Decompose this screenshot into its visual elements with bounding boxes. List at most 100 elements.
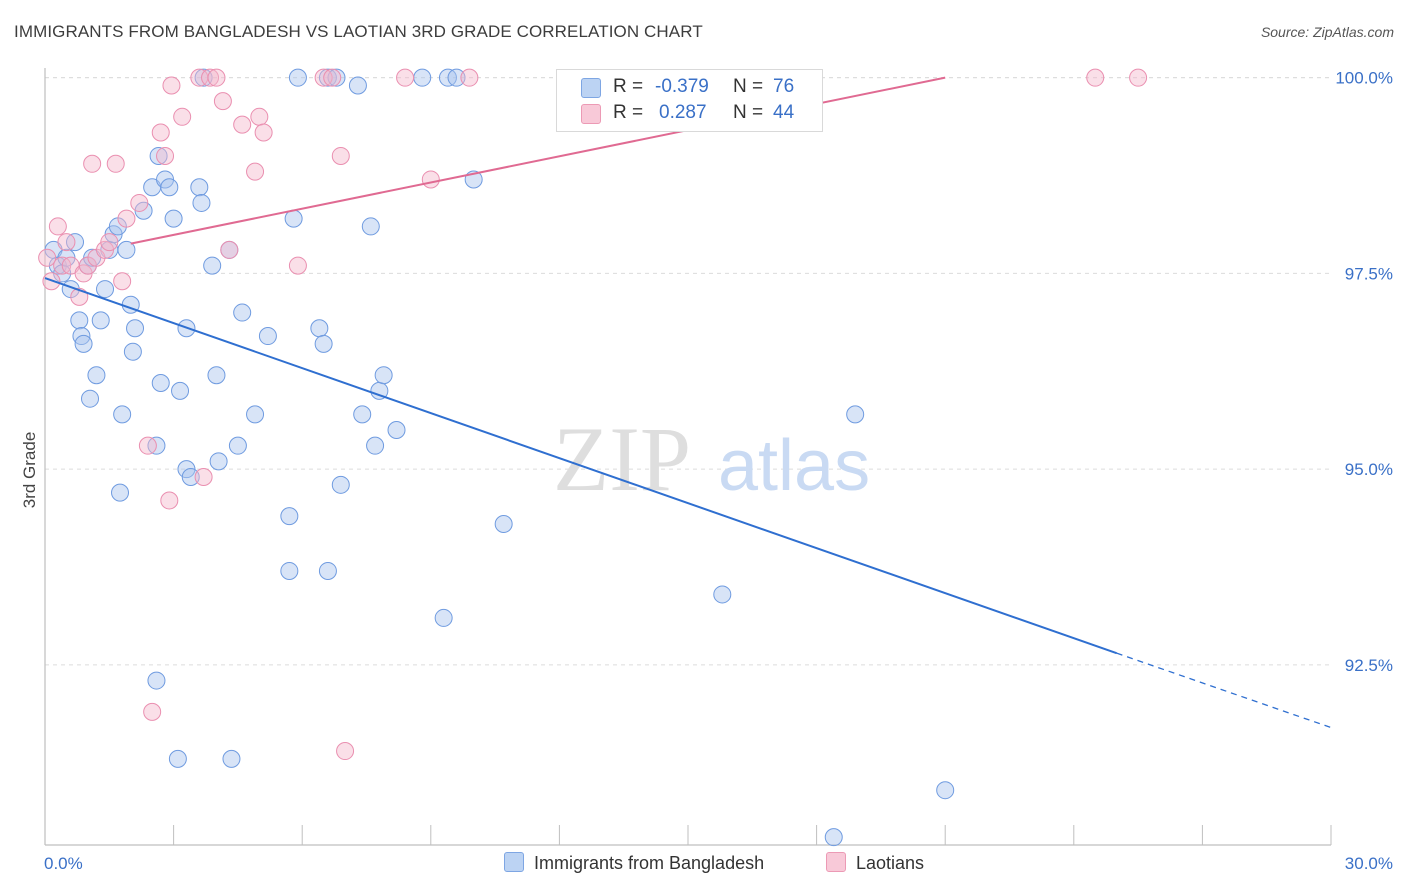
laotians-point	[288, 256, 307, 275]
tick-labels: 92.5% 95.0% 97.5% 100.0% 0.0% 30.0%	[44, 69, 1393, 873]
laotians-point	[201, 68, 220, 87]
bottom-legend-swatch	[504, 852, 524, 872]
laotians-point	[250, 107, 269, 126]
bangladesh-point	[87, 366, 106, 385]
bangladesh-point	[434, 608, 453, 627]
bangladesh-point	[111, 483, 130, 502]
bangladesh-point	[96, 280, 115, 299]
bangladesh-point	[168, 749, 187, 768]
bangladesh-point	[192, 193, 211, 212]
bangladesh-point	[318, 561, 337, 580]
laotians-point	[100, 233, 119, 252]
watermark: ZIP atlas	[553, 408, 870, 510]
legend-r-label: R =	[613, 76, 644, 97]
laotians-point	[460, 68, 479, 87]
bangladesh-point	[310, 319, 329, 338]
laotians-point	[1129, 68, 1148, 87]
bangladesh-point	[207, 366, 226, 385]
bangladesh-point	[70, 311, 89, 330]
laotians-point	[117, 209, 136, 228]
bangladesh-point	[846, 405, 865, 424]
bangladesh-point	[171, 381, 190, 400]
bangladesh-point	[314, 334, 333, 353]
axes	[44, 68, 1332, 846]
legend-r-label: R =	[613, 102, 644, 123]
bottom-legend-label: Immigrants from Bangladesh	[534, 853, 765, 873]
legend-n-label: N =	[733, 102, 764, 123]
laotians-point	[48, 217, 67, 236]
bangladesh-point	[353, 405, 372, 424]
bangladesh-point	[228, 436, 247, 455]
legend-r-value: 0.287	[659, 102, 707, 123]
legend-n-label: N =	[733, 76, 764, 97]
laotians-point	[323, 68, 342, 87]
bangladesh-point	[113, 405, 132, 424]
bangladesh-point	[280, 507, 299, 526]
bangladesh-point	[181, 467, 200, 486]
bangladesh-point	[331, 475, 350, 494]
laotians-point	[254, 123, 273, 142]
bangladesh-point	[280, 561, 299, 580]
watermark-zip: ZIP	[553, 408, 691, 510]
bangladesh-trend-extension	[1116, 652, 1332, 729]
laotians-point	[336, 742, 355, 761]
bangladesh-point	[203, 256, 222, 275]
laotians-point	[130, 193, 149, 212]
laotians-point	[173, 107, 192, 126]
bangladesh-point	[374, 366, 393, 385]
source-label: Source: ZipAtlas.com	[1260, 24, 1394, 40]
legend-r-value: -0.379	[655, 76, 709, 97]
x-tick-label: 0.0%	[44, 854, 83, 873]
bangladesh-point	[190, 178, 209, 197]
laotians-point	[213, 92, 232, 111]
bangladesh-point	[361, 217, 380, 236]
bottom-legend-laotians: Laotians	[826, 852, 924, 874]
laotians-point	[1086, 68, 1105, 87]
bangladesh-point	[824, 828, 843, 847]
legend-swatch-laotians	[581, 104, 601, 124]
grid-lines	[45, 77, 1331, 666]
bangladesh-point	[366, 436, 385, 455]
laotians-point	[207, 68, 226, 87]
bangladesh-point	[387, 421, 406, 440]
laotians-point	[151, 123, 170, 142]
bangladesh-point	[327, 68, 346, 87]
bangladesh-point	[164, 209, 183, 228]
laotians-point	[83, 154, 102, 173]
trend-lines	[44, 76, 1332, 729]
bangladesh-point	[160, 178, 179, 197]
laotians-point	[113, 272, 132, 291]
bangladesh-trend-line	[44, 277, 1117, 655]
laotians-point	[194, 467, 213, 486]
chart-title: IMMIGRANTS FROM BANGLADESH VS LAOTIAN 3R…	[14, 22, 703, 41]
bangladesh-point	[936, 781, 955, 800]
laotians-point	[331, 146, 350, 165]
y-tick-label: 95.0%	[1345, 460, 1393, 479]
series-laotians-points	[38, 68, 1148, 761]
bottom-legend-label: Laotians	[856, 853, 925, 873]
bangladesh-point	[74, 334, 93, 353]
bangladesh-point	[117, 240, 136, 259]
laotians-point	[421, 170, 440, 189]
bangladesh-point	[209, 452, 228, 471]
legend-n-value: 44	[773, 102, 795, 123]
bangladesh-point	[494, 514, 513, 533]
bangladesh-point	[123, 342, 142, 361]
laotians-point	[156, 146, 175, 165]
legend-swatch-bangladesh	[581, 78, 601, 98]
laotians-point	[160, 491, 179, 510]
bangladesh-point	[258, 327, 277, 346]
x-tick-label: 30.0%	[1345, 854, 1393, 873]
bangladesh-point	[151, 374, 170, 393]
bangladesh-point	[149, 146, 168, 165]
y-tick-label: 92.5%	[1345, 656, 1393, 675]
bangladesh-point	[147, 671, 166, 690]
laotians-point	[220, 240, 239, 259]
bangladesh-point	[246, 405, 265, 424]
watermark-atlas: atlas	[718, 426, 870, 506]
y-tick-label: 100.0%	[1335, 69, 1393, 88]
laotians-point	[246, 162, 265, 181]
correlation-legend: R = -0.379 N = 76 R = 0.287 N = 44	[556, 69, 823, 132]
bangladesh-point	[222, 749, 241, 768]
legend-n-value: 76	[773, 76, 795, 97]
